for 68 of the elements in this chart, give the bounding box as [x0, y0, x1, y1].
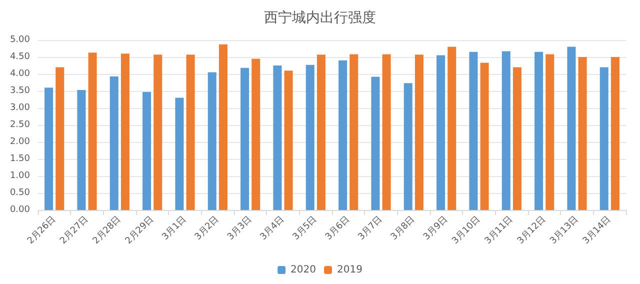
- x-tick-label: 2月27日: [58, 214, 91, 246]
- bar: [273, 66, 282, 210]
- bar: [142, 92, 152, 210]
- x-tick-label: 3月11日: [483, 214, 516, 246]
- bar: [306, 64, 314, 210]
- x-tick-label: 2月26日: [26, 214, 58, 246]
- x-tick-label: 3月4日: [258, 214, 287, 242]
- bar: [186, 54, 195, 210]
- bar: [316, 54, 326, 210]
- legend-label: 2019: [337, 264, 362, 276]
- y-tick-label: 3.50: [10, 86, 30, 96]
- bar: [600, 67, 608, 210]
- x-tick-label: 3月1日: [160, 214, 189, 242]
- y-tick-label: 4.00: [10, 69, 30, 79]
- bar: [338, 60, 348, 210]
- bar: [578, 57, 587, 210]
- bar: [414, 54, 424, 210]
- x-tick-label: 3月7日: [356, 214, 385, 242]
- y-tick-label: 3.00: [10, 103, 30, 113]
- x-tick-label: 3月3日: [226, 214, 254, 242]
- bar: [512, 67, 522, 210]
- bar: [350, 54, 358, 210]
- bar: [252, 58, 260, 210]
- x-tick-label: 3月13日: [548, 214, 581, 246]
- bar: [382, 54, 391, 210]
- bar: [448, 46, 456, 210]
- bar: [534, 52, 544, 210]
- y-tick-label: 1.00: [10, 171, 30, 181]
- bar: [218, 44, 228, 210]
- bar: [284, 70, 293, 210]
- x-tick-label: 3月12日: [516, 214, 548, 246]
- bar: [567, 46, 576, 210]
- y-tick-label: 1.50: [10, 154, 30, 164]
- x-tick-label: 3月8日: [389, 214, 418, 242]
- x-tick-label: 3月9日: [422, 214, 450, 242]
- bar: [44, 88, 54, 210]
- x-tick-label: 3月14日: [581, 214, 614, 246]
- bar: [120, 54, 130, 210]
- bar: [110, 76, 118, 210]
- bar: [469, 52, 478, 210]
- bar: [404, 83, 412, 210]
- bar: [154, 54, 162, 210]
- chart-title: 西宁城内出行强度: [264, 10, 376, 26]
- bar: [371, 76, 380, 210]
- bar: [240, 68, 250, 210]
- bar: [480, 62, 489, 210]
- y-tick-label: 4.50: [10, 52, 30, 62]
- bar: [56, 67, 64, 210]
- x-tick-label: 3月5日: [291, 214, 320, 242]
- legend-label: 2020: [290, 264, 316, 276]
- bar: [436, 55, 446, 210]
- bar: [610, 57, 620, 210]
- bar: [208, 72, 216, 210]
- y-tick-label: 2.00: [10, 137, 30, 147]
- bar: [546, 54, 554, 210]
- y-tick-label: 5.00: [10, 35, 30, 45]
- x-tick-label: 2月29日: [124, 214, 156, 246]
- y-tick-label: 2.50: [10, 120, 30, 130]
- bar: [88, 52, 97, 210]
- x-tick-label: 3月10日: [450, 214, 483, 246]
- y-tick-label: 0.00: [10, 205, 30, 215]
- x-tick-label: 2月28日: [91, 214, 124, 246]
- bar: [502, 51, 510, 210]
- y-tick-label: 0.50: [10, 188, 30, 198]
- x-tick-label: 3月2日: [193, 214, 222, 242]
- x-tick-label: 3月6日: [324, 214, 352, 242]
- bar: [77, 90, 86, 210]
- bar: [175, 98, 184, 210]
